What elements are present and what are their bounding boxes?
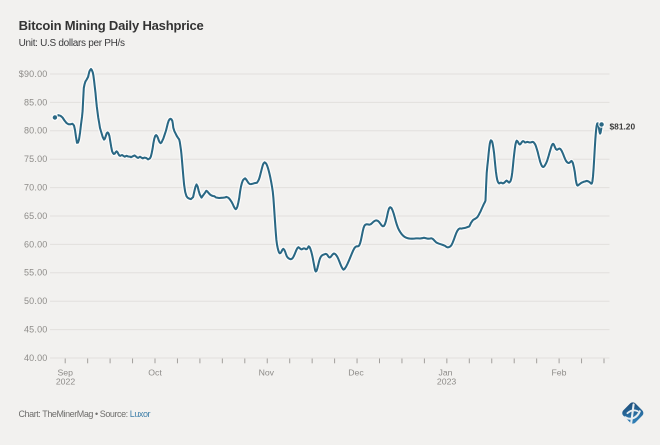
svg-text:Sep: Sep bbox=[57, 368, 73, 378]
svg-text:40.00: 40.00 bbox=[24, 353, 48, 363]
svg-text:60.00: 60.00 bbox=[24, 239, 48, 249]
svg-text:2022: 2022 bbox=[56, 376, 75, 386]
svg-text:Dec: Dec bbox=[348, 368, 364, 378]
svg-text:2023: 2023 bbox=[437, 376, 456, 386]
svg-text:55.00: 55.00 bbox=[24, 268, 48, 278]
svg-text:Jan: Jan bbox=[438, 368, 452, 378]
svg-text:$81.20: $81.20 bbox=[610, 121, 636, 131]
svg-text:70.00: 70.00 bbox=[24, 183, 48, 193]
svg-text:85.00: 85.00 bbox=[24, 97, 48, 107]
svg-text:50.00: 50.00 bbox=[24, 296, 48, 306]
svg-text:Feb: Feb bbox=[552, 368, 567, 378]
svg-text:$90.00: $90.00 bbox=[19, 69, 48, 79]
svg-text:65.00: 65.00 bbox=[24, 211, 48, 221]
svg-text:Nov: Nov bbox=[259, 368, 275, 378]
svg-text:Oct: Oct bbox=[148, 368, 162, 378]
svg-text:75.00: 75.00 bbox=[24, 154, 48, 164]
svg-text:80.00: 80.00 bbox=[24, 126, 48, 136]
svg-text:45.00: 45.00 bbox=[24, 325, 48, 335]
